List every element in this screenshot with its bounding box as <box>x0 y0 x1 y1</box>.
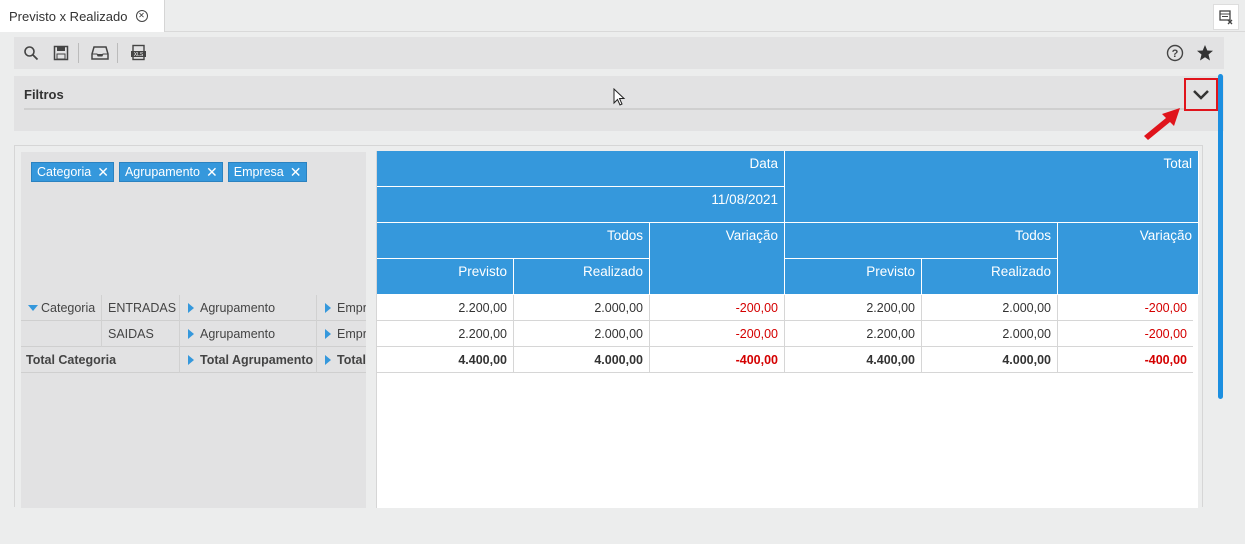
cell-grand-total-variacao: -400,00 <box>1058 347 1193 373</box>
window-list-icon[interactable] <box>1213 4 1239 30</box>
svg-text:?: ? <box>1172 48 1179 60</box>
toolbar-divider <box>117 43 118 63</box>
cell-total-realizado: 2.000,00 <box>922 295 1058 321</box>
category-header-cell-empty <box>21 321 102 347</box>
column-header-variacao[interactable]: Variação <box>650 223 785 295</box>
tab-bar: Previsto x Realizado ✕ <box>0 0 1245 32</box>
mouse-cursor-icon <box>613 88 626 106</box>
cell-previsto: 2.200,00 <box>377 321 514 347</box>
chip-empresa[interactable]: Empresa ✕ <box>227 162 307 182</box>
column-header-total-previsto[interactable]: Previsto <box>785 259 922 295</box>
expand-icon[interactable] <box>188 329 194 339</box>
export-xls-icon[interactable]: XLS <box>126 40 152 66</box>
total-company-cell[interactable]: Total <box>317 347 366 373</box>
cell-total-variacao: -200,00 <box>1058 321 1193 347</box>
cell-realizado: 2.000,00 <box>514 321 650 347</box>
row-header: Categoria ENTRADAS Agrupamento Empr <box>21 295 366 321</box>
row-header-total: Total Categoria Total Agrupamento Total <box>21 347 366 373</box>
inbox-icon[interactable] <box>87 40 113 66</box>
filters-title: Filtros <box>24 87 64 102</box>
cell-total-realizado: 2.000,00 <box>922 321 1058 347</box>
column-header-total[interactable]: Total <box>785 151 1199 223</box>
total-group-cell[interactable]: Total Agrupamento <box>180 347 317 373</box>
expand-icon[interactable] <box>188 355 194 365</box>
cell-grand-total-realizado: 4.000,00 <box>922 347 1058 373</box>
column-header-date-value[interactable]: 11/08/2021 <box>377 187 785 223</box>
collapse-icon[interactable] <box>28 305 38 311</box>
toolbar: XLS ? <box>14 37 1224 69</box>
svg-text:XLS: XLS <box>134 52 144 58</box>
column-header-previsto[interactable]: Previsto <box>377 259 514 295</box>
star-icon[interactable] <box>1192 40 1218 66</box>
cell-total-row-realizado: 4.000,00 <box>514 347 650 373</box>
total-category: Total Categoria <box>21 347 180 373</box>
category-header-cell[interactable]: Categoria <box>21 295 102 321</box>
group-cell[interactable]: Agrupamento <box>180 321 317 347</box>
row-header-panel: Categoria ✕ Agrupamento ✕ Empresa ✕ Categor… <box>21 152 366 508</box>
data-panel: Data Total 11/08/2021 Todos Variação Tod… <box>376 151 1199 508</box>
column-header-total-realizado[interactable]: Realizado <box>922 259 1058 295</box>
vertical-scrollbar[interactable] <box>1218 74 1223 399</box>
dimension-chips: Categoria ✕ Agrupamento ✕ Empresa ✕ <box>31 162 307 182</box>
company-cell[interactable]: Empr <box>317 295 366 321</box>
tab-title: Previsto x Realizado <box>9 8 128 24</box>
save-icon[interactable] <box>48 40 74 66</box>
close-circle-icon[interactable]: ✕ <box>135 10 148 22</box>
cell-total-row-variacao: -400,00 <box>650 347 785 373</box>
category-value: SAIDAS <box>102 321 180 347</box>
chevron-down-icon[interactable] <box>1184 78 1218 111</box>
help-circle-icon[interactable]: ? <box>1162 40 1188 66</box>
company-cell[interactable]: Empr <box>317 321 366 347</box>
cell-grand-total-previsto: 4.400,00 <box>785 347 922 373</box>
cell-total-variacao: -200,00 <box>1058 295 1193 321</box>
cell-variacao: -200,00 <box>650 321 785 347</box>
expand-icon[interactable] <box>325 303 331 313</box>
filters-divider <box>24 108 1214 110</box>
column-header-realizado[interactable]: Realizado <box>514 259 650 295</box>
group-cell[interactable]: Agrupamento <box>180 295 317 321</box>
column-header-todos[interactable]: Todos <box>377 223 650 259</box>
pivot-table: Categoria ✕ Agrupamento ✕ Empresa ✕ Categor… <box>14 145 1203 508</box>
cell-previsto: 2.200,00 <box>377 295 514 321</box>
chip-categoria[interactable]: Categoria ✕ <box>31 162 114 182</box>
column-header-total-variacao[interactable]: Variação <box>1058 223 1199 295</box>
remove-icon[interactable]: ✕ <box>97 164 109 180</box>
cell-variacao: -200,00 <box>650 295 785 321</box>
expand-icon[interactable] <box>325 329 331 339</box>
cell-realizado: 2.000,00 <box>514 295 650 321</box>
cell-total-row-previsto: 4.400,00 <box>377 347 514 373</box>
remove-icon[interactable]: ✕ <box>206 164 218 180</box>
column-header-total-todos[interactable]: Todos <box>785 223 1058 259</box>
cell-total-previsto: 2.200,00 <box>785 321 922 347</box>
category-value: ENTRADAS <box>102 295 180 321</box>
toolbar-divider <box>78 43 79 63</box>
tab-previsto-realizado[interactable]: Previsto x Realizado ✕ <box>0 0 165 32</box>
cell-total-previsto: 2.200,00 <box>785 295 922 321</box>
search-icon[interactable] <box>18 40 44 66</box>
row-header: SAIDAS Agrupamento Empr <box>21 321 366 347</box>
expand-icon[interactable] <box>188 303 194 313</box>
red-arrow-icon <box>1144 108 1180 140</box>
column-header-date[interactable]: Data <box>377 151 785 187</box>
expand-icon[interactable] <box>325 355 331 365</box>
remove-icon[interactable]: ✕ <box>289 164 302 180</box>
chip-agrupamento[interactable]: Agrupamento ✕ <box>118 162 223 182</box>
